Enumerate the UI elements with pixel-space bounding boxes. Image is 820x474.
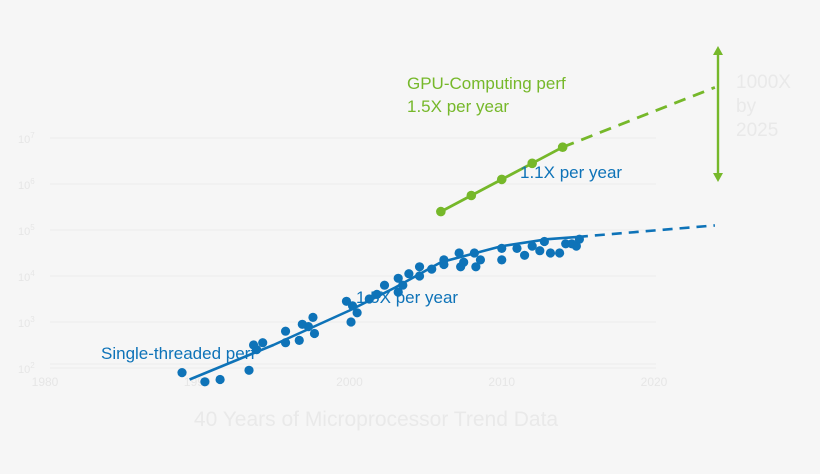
y-tick-label: 103	[18, 315, 35, 330]
x-tick-label: 2020	[641, 375, 668, 389]
cpu-data-point	[512, 243, 522, 253]
gap-arrow-head-bottom	[713, 173, 723, 182]
cpu-data-point	[215, 374, 225, 385]
cpu-data-point	[469, 248, 479, 258]
x-tick-label: 2000	[336, 375, 363, 389]
cpu-data-point	[454, 248, 464, 258]
cpu-data-point	[427, 264, 437, 274]
gap-arrow-head-top	[713, 46, 723, 55]
gpu-data-point	[436, 206, 446, 217]
cpu-data-point	[574, 234, 584, 244]
cpu-data-point	[280, 326, 291, 336]
y-tick-label: 105	[18, 223, 35, 238]
cpu-data-point	[497, 243, 507, 253]
cpu-data-point	[414, 271, 425, 281]
cpu-data-point	[200, 377, 210, 387]
gpu-label-line1: GPU-Computing perf	[407, 74, 566, 93]
cpu-data-point	[527, 241, 537, 251]
cpu-data-point	[244, 365, 254, 375]
cpu-data-point	[372, 289, 382, 299]
cpu-data-point	[258, 338, 268, 348]
chart-title: 40 Years of Microprocessor Trend Data	[193, 408, 559, 431]
x-tick-labels: 1980 1990 2000 2010 2020	[32, 375, 668, 389]
gap-label-line1: 1000X	[736, 72, 791, 93]
gap-label-line3: 2025	[736, 120, 778, 141]
cpu-data-point	[308, 312, 318, 322]
gpu-series	[436, 86, 716, 217]
gap-label-line2: by	[736, 96, 757, 117]
y-tick-label: 107	[18, 131, 35, 146]
cpu-early-rate-label: 1.5X per year	[356, 288, 458, 307]
gpu-data-point	[496, 174, 507, 185]
cpu-late-rate-label: 1.1X per year	[520, 163, 622, 182]
cpu-data-point	[539, 236, 549, 247]
cpu-data-point	[177, 368, 187, 378]
cpu-data-point	[252, 345, 262, 355]
cpu-series-label: Single-threaded perf	[101, 344, 255, 363]
cpu-data-point	[475, 255, 486, 265]
grid	[50, 137, 656, 369]
cpu-data-point	[347, 301, 358, 311]
cpu-data-point	[379, 280, 390, 290]
cpu-series	[177, 224, 716, 387]
y-tick-label: 106	[18, 177, 35, 192]
gpu-rate-label: 1.5X per year	[407, 97, 509, 116]
cpu-data-point	[393, 287, 403, 297]
cpu-projection-line	[577, 224, 716, 239]
y-tick-labels: 102 103 104 105 106 107	[18, 131, 35, 376]
cpu-data-point	[571, 241, 581, 251]
cpu-data-point	[294, 335, 304, 345]
cpu-data-point	[555, 248, 565, 258]
gap-arrow	[713, 46, 723, 182]
cpu-data-point	[535, 246, 545, 256]
gpu-data-point	[466, 190, 477, 201]
cpu-data-point	[352, 308, 362, 318]
cpu-data-point	[545, 248, 556, 258]
gpu-data-point	[557, 142, 568, 152]
cpu-data-point	[519, 250, 530, 260]
cpu-data-point	[398, 280, 408, 290]
cpu-data-point	[364, 294, 374, 304]
cpu-data-point	[280, 338, 291, 348]
cpu-data-point	[303, 322, 313, 332]
cpu-data-point	[414, 262, 425, 272]
gpu-projection-line	[562, 86, 716, 149]
cpu-data-point	[471, 262, 481, 272]
cpu-data-point	[497, 255, 507, 265]
cpu-data-point	[459, 257, 469, 267]
cpu-data-point	[346, 317, 356, 327]
gpu-data-point	[527, 158, 537, 169]
x-tick-label: 1980	[32, 375, 59, 389]
y-tick-label: 102	[18, 361, 35, 376]
cpu-data-point	[404, 269, 414, 279]
cpu-data-point	[309, 328, 320, 339]
cpu-data-point	[393, 273, 403, 283]
cpu-data-point	[439, 259, 449, 270]
y-tick-label: 104	[18, 269, 35, 284]
x-tick-label: 2010	[488, 375, 515, 389]
